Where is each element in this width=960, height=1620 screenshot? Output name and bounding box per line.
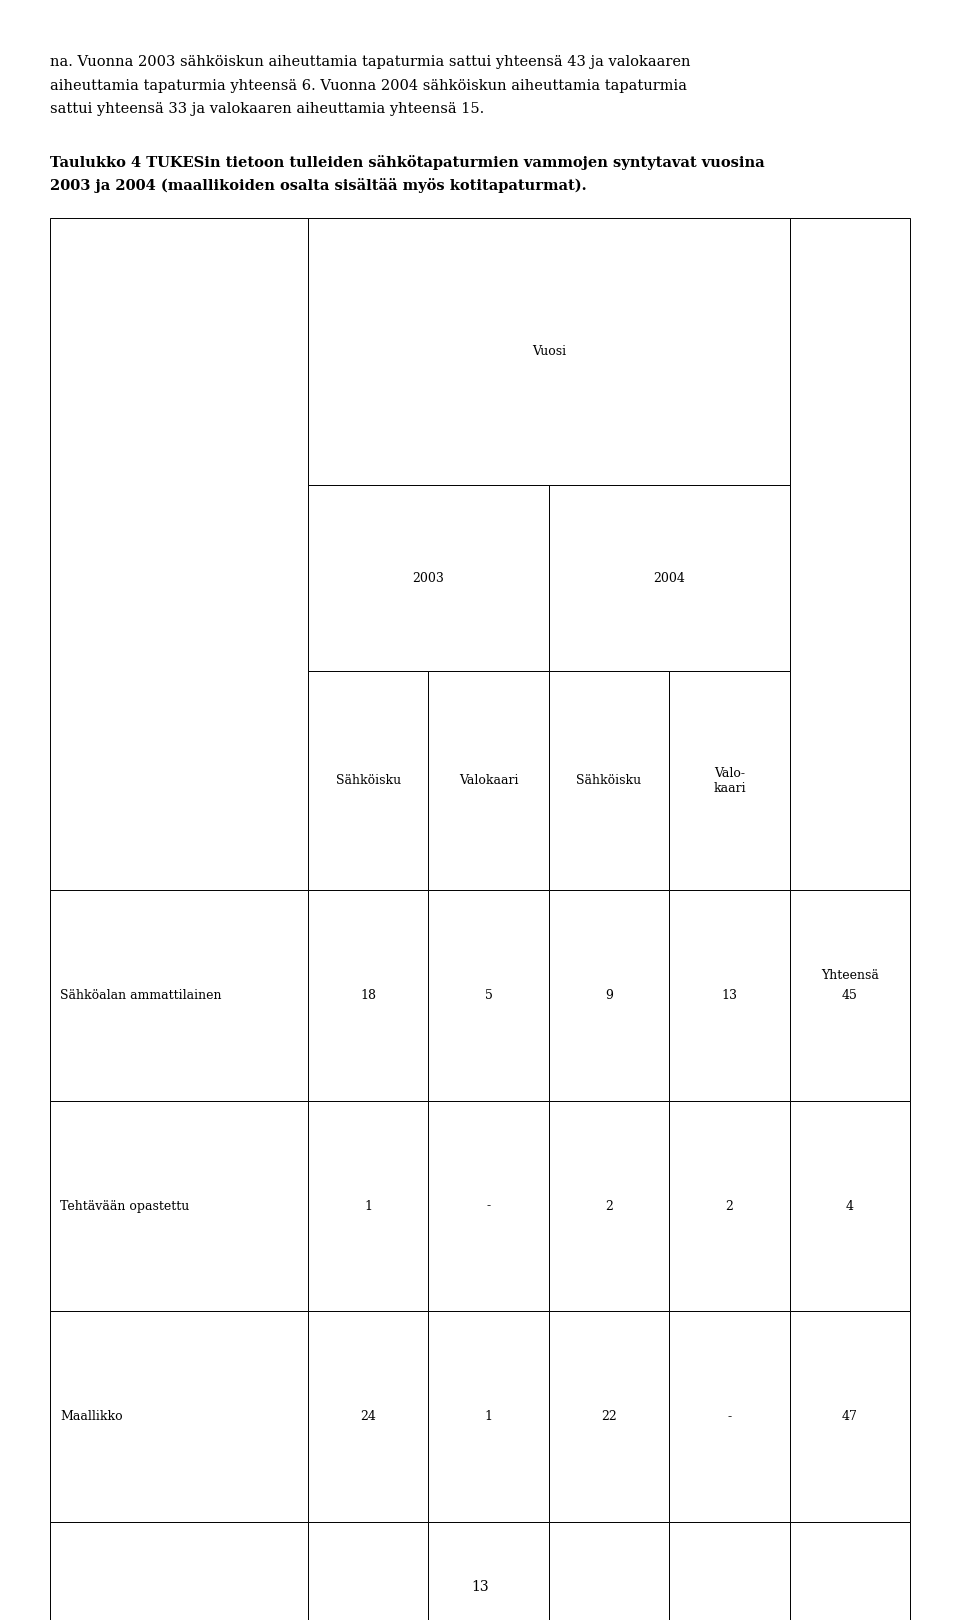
Text: -: - [728, 1409, 732, 1424]
Bar [549, 1312, 669, 1523]
Text: Tehtävään opastettu: Tehtävään opastettu [60, 1199, 189, 1213]
Text: 2003: 2003 [413, 572, 444, 585]
Text: 1: 1 [485, 1409, 492, 1424]
Text: 45: 45 [842, 988, 858, 1003]
Bar [549, 891, 669, 1102]
Text: 9: 9 [605, 988, 613, 1003]
Bar [669, 1523, 790, 1620]
Bar [428, 672, 549, 891]
Text: Sähköisku: Sähköisku [576, 774, 641, 787]
Text: 1: 1 [364, 1199, 372, 1213]
Bar [50, 1312, 308, 1523]
Bar [50, 891, 308, 1102]
Text: 5: 5 [485, 988, 492, 1003]
Text: Sähköisku: Sähköisku [336, 774, 400, 787]
Text: Valo-
kaari: Valo- kaari [713, 766, 746, 795]
Bar [669, 672, 790, 891]
Text: 2004: 2004 [654, 572, 685, 585]
Text: Vuosi: Vuosi [532, 345, 565, 358]
Bar [308, 1102, 428, 1312]
Text: sattui yhteensä 33 ja valokaaren aiheuttamia yhteensä 15.: sattui yhteensä 33 ja valokaaren aiheutt… [50, 102, 484, 117]
Bar [790, 891, 910, 1102]
Bar [50, 1523, 308, 1620]
Bar [428, 1312, 549, 1523]
Bar [790, 219, 910, 1620]
Bar [549, 1523, 669, 1620]
Text: Maallikko: Maallikko [60, 1409, 123, 1424]
Bar [308, 1312, 428, 1523]
Bar [308, 891, 428, 1102]
Bar [669, 1312, 790, 1523]
Bar [428, 1523, 549, 1620]
Text: 4: 4 [846, 1199, 853, 1213]
Bar [549, 486, 790, 671]
Bar [790, 1523, 910, 1620]
Text: 47: 47 [842, 1409, 858, 1424]
Text: Sähköalan ammattilainen: Sähköalan ammattilainen [60, 988, 222, 1003]
Text: -: - [487, 1199, 491, 1213]
Bar [50, 1102, 308, 1312]
Bar [308, 1523, 428, 1620]
Bar [669, 1102, 790, 1312]
Text: 2: 2 [726, 1199, 733, 1213]
Text: 2: 2 [605, 1199, 613, 1213]
Text: aiheuttamia tapaturmia yhteensä 6. Vuonna 2004 sähköiskun aiheuttamia tapaturmia: aiheuttamia tapaturmia yhteensä 6. Vuonn… [50, 78, 687, 92]
Bar [50, 219, 308, 1620]
Text: Yhteensä: Yhteensä [821, 969, 878, 982]
Text: 13: 13 [471, 1580, 489, 1594]
Text: na. Vuonna 2003 sähköiskun aiheuttamia tapaturmia sattui yhteensä 43 ja valokaar: na. Vuonna 2003 sähköiskun aiheuttamia t… [50, 55, 690, 70]
Text: Taulukko 4 TUKESin tietoon tulleiden sähkötapaturmien vammojen syntytavat vuosin: Taulukko 4 TUKESin tietoon tulleiden säh… [50, 156, 764, 170]
Bar [428, 1102, 549, 1312]
Text: 24: 24 [360, 1409, 376, 1424]
Bar [308, 486, 549, 671]
Bar [549, 672, 669, 891]
Bar [669, 891, 790, 1102]
Text: 18: 18 [360, 988, 376, 1003]
Bar [549, 1102, 669, 1312]
Text: 2003 ja 2004 (maallikoiden osalta sisältää myös kotitapaturmat).: 2003 ja 2004 (maallikoiden osalta sisält… [50, 178, 587, 193]
Bar [790, 1312, 910, 1523]
Text: 13: 13 [722, 988, 737, 1003]
Bar [790, 1102, 910, 1312]
Text: 22: 22 [601, 1409, 617, 1424]
Bar [308, 672, 428, 891]
Text: Valokaari: Valokaari [459, 774, 518, 787]
Bar [428, 891, 549, 1102]
Bar [308, 217, 790, 486]
